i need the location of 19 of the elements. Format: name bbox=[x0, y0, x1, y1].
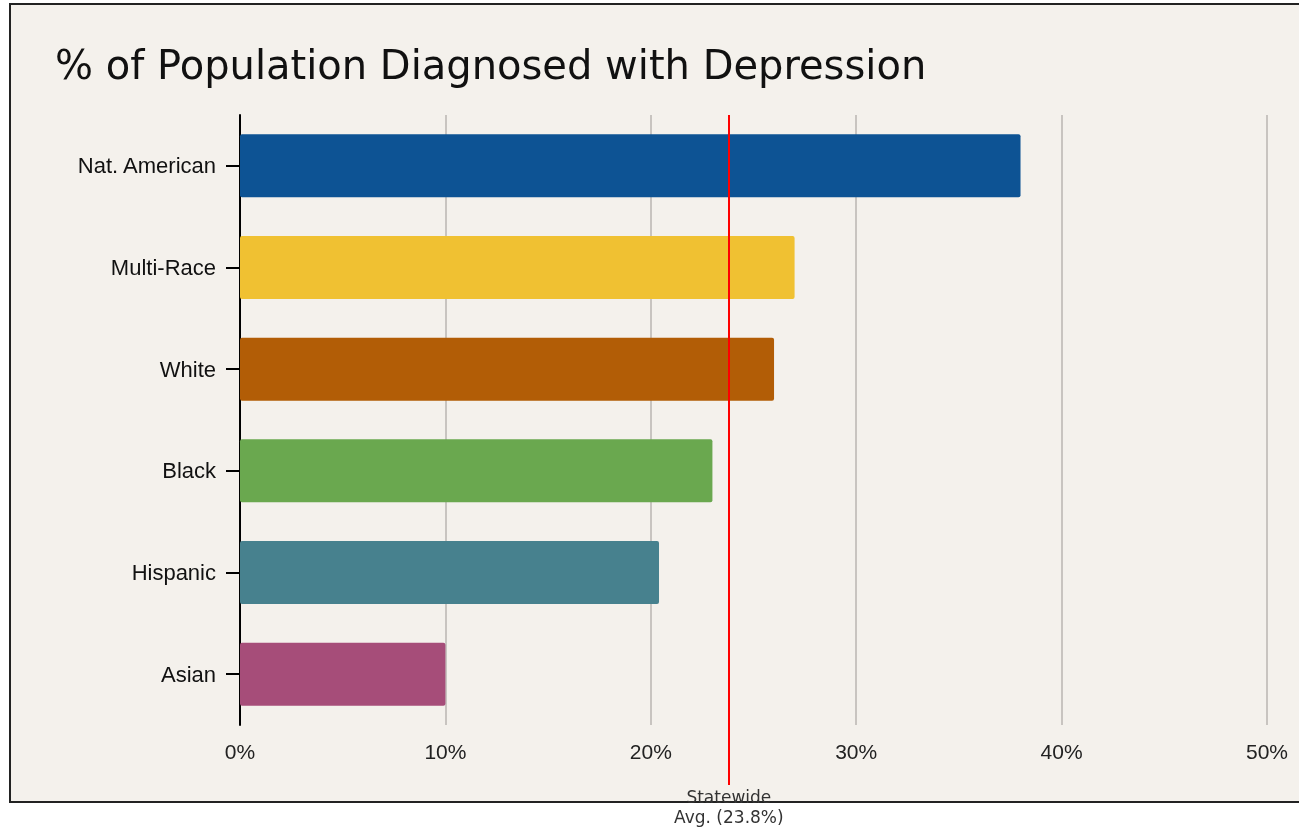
y-tick-label: Multi-Race bbox=[110, 255, 216, 280]
x-tick-label: 30% bbox=[835, 740, 878, 763]
bar bbox=[240, 540, 660, 605]
y-tick-label: Hispanic bbox=[131, 560, 216, 585]
bar bbox=[240, 134, 1021, 198]
y-tick-label: White bbox=[159, 356, 216, 382]
bar bbox=[240, 439, 713, 503]
y-tick-label: Nat. American bbox=[77, 153, 216, 179]
x-tick-label: 0% bbox=[224, 740, 256, 763]
x-tick-label: 10% bbox=[424, 740, 467, 763]
y-tick-label: Asian bbox=[160, 661, 216, 687]
x-tick-label: 40% bbox=[1040, 740, 1083, 763]
y-tick-label: Black bbox=[162, 458, 217, 484]
x-tick-label: 20% bbox=[629, 740, 672, 763]
bar bbox=[240, 337, 775, 401]
x-tick-label: 50% bbox=[1245, 740, 1289, 763]
bar bbox=[240, 642, 446, 706]
chart-title: % of Population Diagnosed with Depression bbox=[55, 42, 927, 88]
bar bbox=[240, 235, 795, 300]
